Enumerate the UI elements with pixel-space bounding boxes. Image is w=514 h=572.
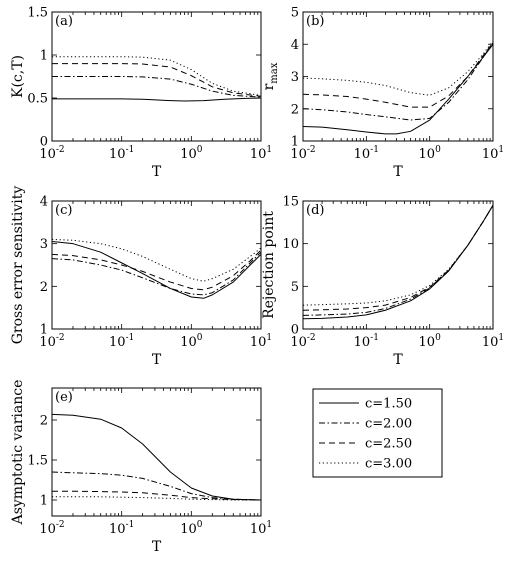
y-axis-title: Rejection point: [261, 211, 277, 319]
y-tick-label: 5: [291, 280, 299, 295]
y-axis-title: Asymptotic variance: [10, 380, 26, 526]
x-tick-label: 10-1: [109, 520, 134, 537]
x-tick-label: 101: [482, 145, 504, 162]
y-tick-label: 0.5: [27, 92, 48, 107]
series-line-c-1-50: [52, 413, 261, 501]
y-tick-label: 5: [291, 6, 299, 21]
x-axis-title: T: [152, 164, 162, 180]
plot-frame: [302, 11, 494, 142]
x-axis-title: T: [152, 539, 162, 555]
x-tick-label: 101: [482, 333, 504, 350]
legend-label: c=2.00: [365, 417, 412, 432]
y-tick-label: 0: [40, 135, 48, 150]
y-tick-label: 1: [40, 323, 48, 338]
series-line-c-2-50: [52, 249, 261, 291]
x-tick-label: 10-1: [354, 333, 379, 350]
y-tick-label: 1: [40, 494, 48, 509]
legend-label: c=2.50: [365, 437, 412, 452]
x-tick-label: 100: [180, 520, 203, 537]
legend: c=1.50 c=2.00 c=2.50 c=3.00: [312, 388, 443, 478]
series-line-c-2-00: [303, 205, 493, 316]
x-tick-label: 100: [419, 145, 442, 162]
series-group: [303, 205, 493, 320]
y-tick-label: 3: [40, 237, 48, 252]
y-tick-label: 2: [40, 414, 48, 429]
series-line-c-2-00: [303, 42, 493, 121]
x-tick-label: 100: [419, 333, 442, 350]
x-tick-label: 101: [250, 145, 272, 162]
y-tick-label: 3: [291, 70, 299, 85]
y-tick-label: 1: [40, 49, 48, 64]
series-line-c-3-00: [52, 238, 261, 282]
y-axis-title: rmax: [261, 62, 280, 90]
y-tick-label: 2: [291, 102, 299, 117]
series-line-c-2-50: [303, 205, 493, 311]
y-axis-title: K(c,T): [10, 55, 26, 98]
panel-label: (d): [306, 203, 324, 218]
panel-label: (e): [55, 390, 73, 405]
series-line-c-1-50: [52, 97, 261, 102]
series-group: [52, 238, 261, 299]
x-tick-label: 100: [180, 145, 203, 162]
x-tick-label: 10-1: [354, 145, 379, 162]
plot-frame: [51, 200, 262, 330]
y-tick-label: 1: [291, 135, 299, 150]
x-tick-label: 10-1: [109, 333, 134, 350]
y-tick-label: 4: [40, 195, 48, 210]
x-axis-title: T: [152, 352, 162, 368]
series-group: [303, 40, 493, 135]
y-tick-label: 4: [291, 38, 299, 53]
y-tick-label: 10: [282, 237, 299, 252]
series-line-c-2-50: [52, 490, 261, 501]
chart-panel-e: 10-2 10-1 100 101 1 1.5 2 T Asymptotic variance (…: [10, 380, 272, 555]
y-tick-label: 1.5: [27, 6, 48, 21]
series-group: [52, 56, 261, 102]
panel-label: (c): [55, 203, 72, 218]
legend-label: c=1.50: [365, 397, 412, 412]
x-tick-label: 101: [250, 520, 272, 537]
x-tick-label: 100: [180, 333, 203, 350]
series-line-c-3-00: [52, 496, 261, 501]
plot-frame: [51, 11, 262, 142]
series-line-c-2-50: [52, 63, 261, 97]
plot-frame: [51, 387, 262, 517]
y-tick-label: 15: [282, 195, 299, 210]
y-tick-label: 0: [291, 323, 299, 338]
series-line-c-2-50: [303, 42, 493, 108]
series-line-c-1-50: [52, 241, 261, 299]
x-axis-title: T: [393, 352, 403, 368]
panel-label: (a): [55, 14, 73, 29]
legend-box: [312, 388, 443, 478]
y-tick-label: 2: [40, 280, 48, 295]
x-axis-title: T: [393, 164, 403, 180]
series-line-c-3-00: [303, 205, 493, 306]
x-tick-label: 101: [250, 333, 272, 350]
panel-label: (b): [306, 14, 324, 29]
legend-label: c=3.00: [365, 457, 412, 472]
series-line-c-3-00: [52, 56, 261, 96]
x-tick-label: 10-1: [109, 145, 134, 162]
plot-frame: [302, 200, 494, 330]
series-group: [52, 413, 261, 501]
series-line-c-3-00: [303, 40, 493, 96]
y-tick-label: 1.5: [27, 454, 48, 469]
series-line-c-2-00: [52, 76, 261, 98]
y-axis-title: Gross error sensitivity: [10, 186, 26, 345]
x-tick-label: 10-2: [39, 520, 64, 537]
series-line-c-2-00: [52, 251, 261, 296]
series-line-c-2-00: [52, 471, 261, 501]
